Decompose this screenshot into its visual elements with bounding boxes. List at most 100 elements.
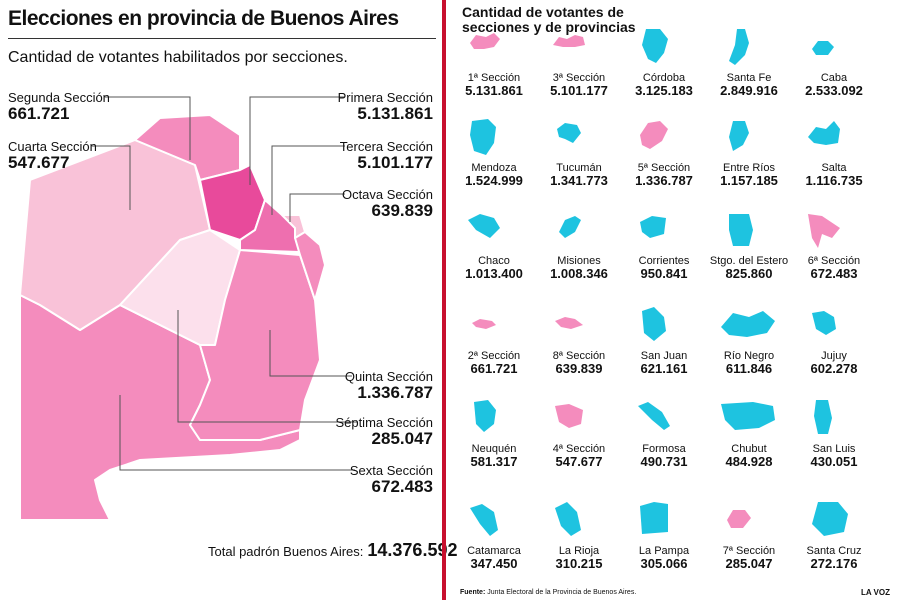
brand-logo: LA VOZ <box>860 588 890 597</box>
map-shape-icon <box>808 121 840 145</box>
map-shape-icon <box>470 33 500 49</box>
grid-item-name: Neuquén <box>471 443 517 455</box>
grid-item: Córdoba 3.125.183 <box>622 22 706 98</box>
region-segunda <box>134 114 241 181</box>
grid-item-value: 547.677 <box>555 454 603 469</box>
map-shape-icon <box>640 502 668 534</box>
source-note: Fuente: Junta Electoral de la Provincia … <box>460 589 636 596</box>
grid-item-name: 2ª Sección <box>467 350 521 362</box>
section-label-primera: Primera Sección <box>337 90 433 105</box>
grid-item-value: 272.176 <box>810 556 858 571</box>
map-shape-icon <box>729 29 749 65</box>
map-shape-icon <box>470 504 498 536</box>
source-label: Fuente: <box>460 589 486 596</box>
grid-item: 6ª Sección 672.483 <box>792 205 876 281</box>
grid-item-value: 2.533.092 <box>805 83 863 98</box>
grid-item-value: 2.849.916 <box>720 83 778 98</box>
map-shape <box>729 29 749 65</box>
grid-item-value: 661.721 <box>470 361 518 376</box>
grid-item-value: 1.341.773 <box>550 173 608 188</box>
grid-item-value: 611.846 <box>725 361 773 376</box>
map-shape-icon <box>640 121 668 149</box>
map-shape <box>470 504 498 536</box>
map-shape-icon <box>555 317 583 329</box>
section-label-sexta: Sexta Sección <box>349 463 433 478</box>
grid-item-value: 1.013.400 <box>465 266 523 281</box>
map-shape <box>808 121 840 145</box>
map-shape <box>729 121 749 151</box>
map-shape-icon <box>555 502 581 536</box>
map-shape-icon <box>812 502 848 536</box>
grid-item-value: 1.524.999 <box>465 173 523 188</box>
map-shape-icon <box>642 307 666 341</box>
grid-item-name: 1ª Sección <box>467 72 521 84</box>
grid-item-name: Santa Cruz <box>806 545 862 557</box>
leader-septima <box>177 310 358 423</box>
total-value: 14.376.592 <box>367 540 458 560</box>
grid-item-name: Jujuy <box>821 350 847 362</box>
grid-item: Tucumán 1.341.773 <box>537 112 621 188</box>
grid-item-value: 347.450 <box>470 556 518 571</box>
map-shape <box>553 35 585 47</box>
map-shape <box>814 400 832 434</box>
map-shape-icon <box>812 41 834 55</box>
section-label-septima: Séptima Sección <box>335 415 433 430</box>
map-shape <box>640 216 666 238</box>
section-value-cuarta: 547.677 <box>8 153 70 172</box>
section-value-primera: 5.131.861 <box>357 104 433 123</box>
map-shape-icon <box>559 216 581 238</box>
map-shape <box>472 319 496 329</box>
section-value-quinta: 1.336.787 <box>357 383 433 402</box>
map-shape <box>642 29 668 63</box>
section-value-segunda: 661.721 <box>8 104 70 123</box>
grid-item-name: 7ª Sección <box>722 545 776 557</box>
map-shape-icon <box>553 35 585 47</box>
page-title: Elecciones en provincia de Buenos Aires <box>8 7 399 30</box>
grid-item-name: 4ª Sección <box>552 443 606 455</box>
grid-item: Catamarca 347.450 <box>452 495 536 571</box>
grid-item: Río Negro 611.846 <box>707 300 791 376</box>
grid-item: Mendoza 1.524.999 <box>452 112 536 188</box>
map-shape <box>470 119 496 155</box>
total-padron: Total padrón Buenos Aires: 14.376.592 <box>208 540 457 561</box>
source-text: Junta Electoral de la Provincia de Bueno… <box>487 589 637 596</box>
map-shape <box>812 41 834 55</box>
map-shape <box>721 311 775 337</box>
grid-item: San Luis 430.051 <box>792 393 876 469</box>
grid-item: Chaco 1.013.400 <box>452 205 536 281</box>
grid-item-name: Mendoza <box>471 162 517 174</box>
region-coast <box>294 231 326 301</box>
map-shape <box>638 402 670 430</box>
map-shape <box>727 510 751 528</box>
map-shape <box>640 121 668 149</box>
section-value-septima: 285.047 <box>371 429 433 448</box>
grid-item: Caba 2.533.092 <box>792 22 876 98</box>
map-shape-icon <box>557 123 581 143</box>
map-shape <box>642 307 666 341</box>
grid-item-name: Catamarca <box>467 545 521 557</box>
map-shape <box>721 402 775 430</box>
grid-item: Misiones 1.008.346 <box>537 205 621 281</box>
grid-item-value: 430.051 <box>810 454 858 469</box>
map-shape <box>557 123 581 143</box>
grid-item-value: 305.066 <box>640 556 688 571</box>
map-shape-icon <box>721 311 775 337</box>
grid-item-name: Caba <box>820 72 848 84</box>
grid-item-name: Salta <box>821 162 847 174</box>
map-shape-icon <box>729 214 753 246</box>
grid-item-value: 1.336.787 <box>635 173 693 188</box>
map-shape-icon <box>808 214 840 248</box>
map-shape-icon <box>642 29 668 63</box>
grid-item: Jujuy 602.278 <box>792 300 876 376</box>
right-panel: Cantidad de votantes de secciones y de p… <box>450 0 900 600</box>
grid-item-value: 5.101.177 <box>550 83 608 98</box>
map-shape <box>812 311 836 335</box>
grid-item-name: 6ª Sección <box>807 255 861 267</box>
grid-item-value: 825.860 <box>725 266 773 281</box>
grid-item-name: Corrientes <box>638 255 690 267</box>
grid-item-value: 639.839 <box>555 361 603 376</box>
grid-item-value: 490.731 <box>640 454 688 469</box>
grid-item: 1ª Sección 5.131.861 <box>452 22 536 98</box>
map-shape <box>468 214 500 238</box>
leader-segunda <box>105 96 191 160</box>
